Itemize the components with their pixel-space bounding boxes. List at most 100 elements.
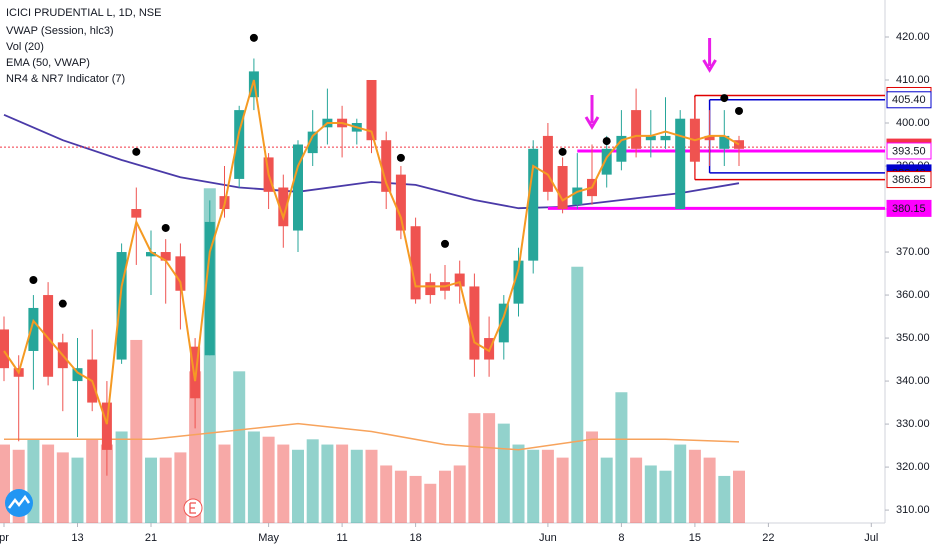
logo[interactable] [5,489,33,517]
volume-bar [453,465,466,523]
signal-dot [29,275,38,284]
candle-body [734,140,744,149]
legend-entry: VWAP (Session, hlc3) [6,25,114,37]
candle-body [660,135,671,141]
volume-bar [615,392,628,523]
candle-body [175,256,186,291]
candle-body [234,110,245,179]
signal-dot [58,299,67,308]
candle-body [454,273,465,287]
volume-bar [145,457,157,523]
legend: ICICI PRUDENTIAL L, 1D, NSE VWAP (Sessio… [6,7,161,85]
y-tick-label: 370.00 [896,246,930,258]
legend-entry: NR4 & NR7 Indicator (7) [6,73,125,85]
volume-bar [527,449,540,523]
volume-bar [247,431,260,523]
candle-body [645,135,656,141]
price-label: 393.50 [892,145,926,157]
y-tick-label: 400.00 [896,117,930,129]
volume-bar [468,413,481,523]
candle-body [395,174,406,231]
volume-bar [439,470,451,523]
signal-dot [602,137,611,146]
volume-bar [42,444,55,523]
volume-bar [321,444,334,523]
candle-body [366,79,377,141]
volume-bar [512,444,525,523]
candle-body [601,148,612,175]
volume-bar [336,444,349,523]
volume-bar [394,470,407,523]
candle-body [557,166,568,210]
candle-body [131,209,142,218]
volume-bar [218,444,231,523]
x-tick-label: Jun [539,532,557,544]
volume-bar [688,449,701,523]
x-tick-label: 21 [145,532,157,544]
signal-dot [558,147,567,156]
candle-body [425,282,436,296]
candle-body [410,226,421,300]
price-label: 405.40 [892,94,926,106]
x-tick-label: 11 [336,532,347,544]
event-badge[interactable] [183,498,203,518]
volume-bar [365,449,378,523]
volume-bar [718,475,731,523]
candle-body [616,135,627,162]
volume-bar [0,444,10,523]
x-tick-label: Jul [864,532,878,544]
candle-body [513,260,524,304]
signal-arrow [702,38,717,73]
signal-dot [735,106,743,115]
y-tick-label: 350.00 [896,332,930,344]
volume-bar [541,449,554,523]
y-tick-label: 410.00 [896,74,930,86]
candle-body [704,135,715,141]
volume-bar [306,439,319,523]
y-tick-label: 330.00 [896,418,930,430]
x-tick-label: 13 [71,532,83,544]
volume-bar [571,266,584,523]
candle-body [160,252,171,261]
signal-dot [396,153,405,162]
x-tick-label: 15 [689,532,701,544]
volume-bar [86,439,99,523]
y-tick-label: 420.00 [896,31,930,43]
volume-bar [159,457,172,523]
x-tick-label: 8 [618,532,624,544]
volume-bar [483,413,496,523]
candle-body [0,329,9,369]
volume-bar [424,483,437,523]
legend-entry: EMA (50, VWAP) [6,57,90,69]
signal-dot [720,94,729,103]
volume-bar [292,449,304,523]
x-tick-label: May [258,532,279,544]
candle-body [28,307,39,351]
candle-body [469,286,480,360]
price-label-box [886,142,932,160]
volume-bar [115,431,128,523]
volume-bar [189,371,202,523]
candle-body [116,252,127,360]
volume-bar [100,444,113,523]
volume-bar [644,465,657,523]
volume-bar [674,444,687,523]
volume-bar [733,470,745,523]
volume-ma-line [4,422,740,451]
price-label-box [886,171,932,189]
volume-bar [600,457,613,523]
volume-bar [130,339,143,523]
signal-dot [441,239,449,248]
volume-bar [56,452,69,523]
signal-dot [249,33,258,42]
signal-dot [161,223,170,232]
candle-body [719,135,730,149]
event-icon [189,502,196,514]
candle-body [278,187,289,227]
volume-bar [497,423,510,523]
candle-body [101,402,112,450]
candle-body [572,187,583,205]
y-tick-label: 310.00 [896,504,930,516]
candle-body [631,110,642,149]
